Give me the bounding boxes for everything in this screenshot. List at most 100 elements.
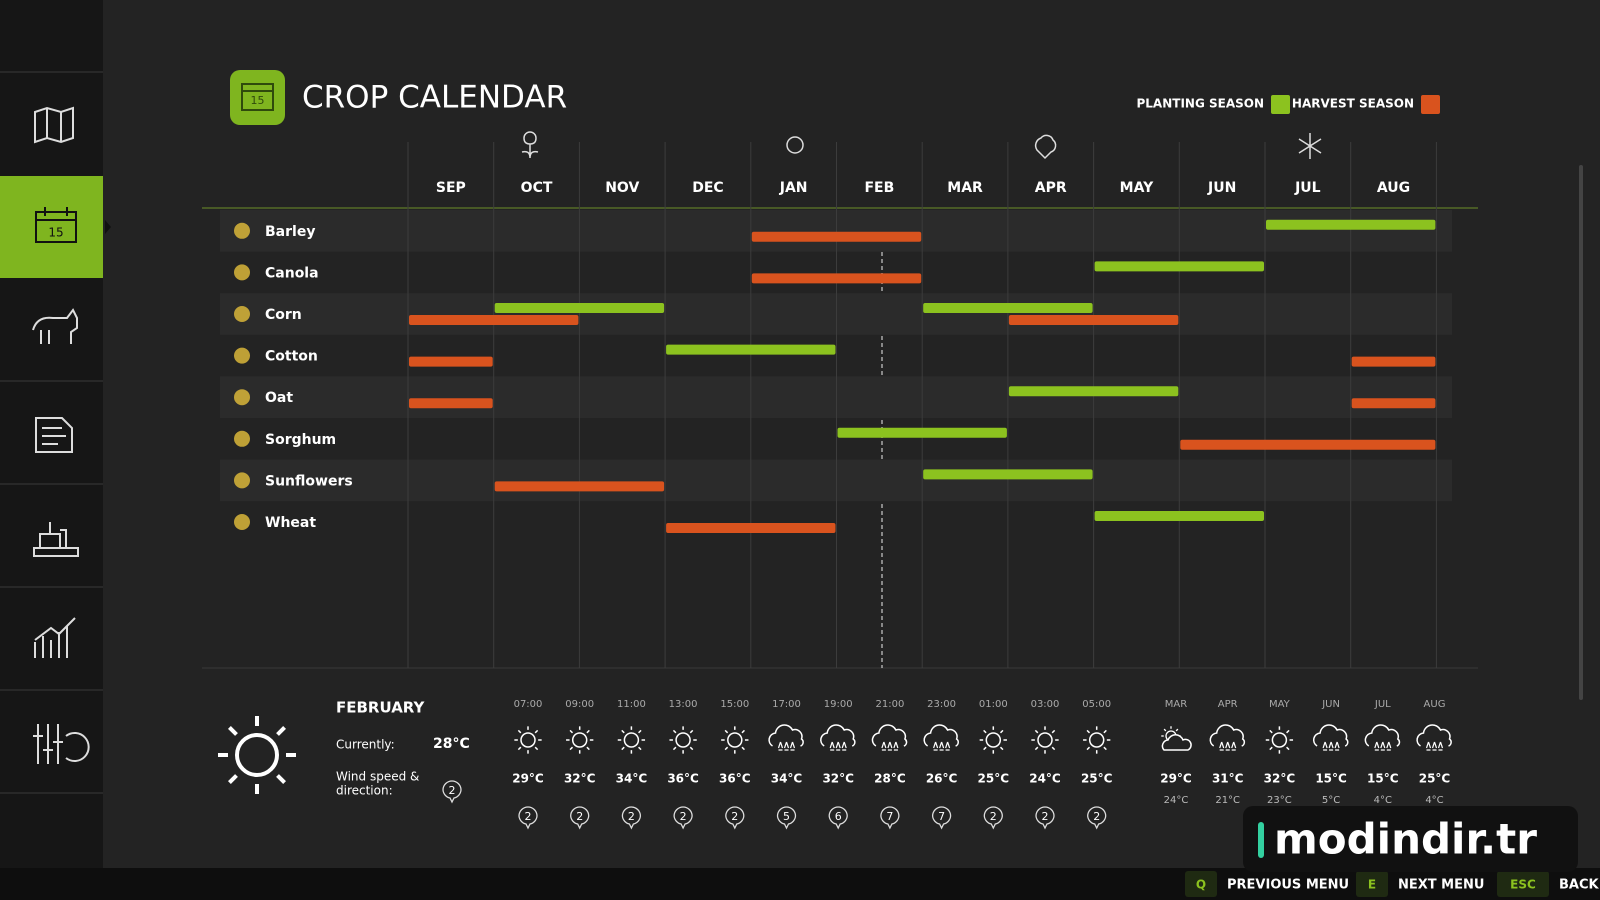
rain-drop xyxy=(1231,741,1237,751)
forecast-month: MAR xyxy=(1165,699,1187,710)
rain-drop xyxy=(1425,741,1432,751)
sun-ray xyxy=(1286,746,1290,751)
hour-temp: 34°C xyxy=(616,772,648,786)
sun-ray xyxy=(534,746,539,751)
hour-temp: 25°C xyxy=(978,772,1010,786)
cloud-icon xyxy=(820,724,856,747)
wind-marker xyxy=(673,806,693,830)
hour-temp: 32°C xyxy=(822,772,854,786)
sun-ray xyxy=(689,746,694,751)
spring-icon xyxy=(521,131,539,159)
sun-ray xyxy=(586,746,590,751)
sun-ray xyxy=(724,746,729,751)
hour-label: 01:00 xyxy=(979,699,1008,710)
rain-drop xyxy=(841,741,847,751)
scrollbar[interactable] xyxy=(1579,165,1583,700)
title-icon-text: 15 xyxy=(251,94,265,107)
sidebar-active[interactable] xyxy=(0,176,103,278)
wind-marker xyxy=(828,806,848,830)
month-label: DEC xyxy=(692,180,723,196)
sun-ray xyxy=(1051,746,1056,751)
calendar: PLANTING SEASON HARVEST SEASON Barley Canol… xyxy=(220,95,1452,668)
rain-drop xyxy=(887,741,893,751)
hour-temp: 32°C xyxy=(564,772,596,786)
animals-icon[interactable] xyxy=(32,308,78,344)
hour-label: 07:00 xyxy=(514,699,543,710)
hour-label: 11:00 xyxy=(617,699,646,710)
production-icon[interactable] xyxy=(33,522,79,557)
key-box xyxy=(1185,871,1217,897)
planting-bar xyxy=(494,303,665,313)
harvest-bar xyxy=(751,231,922,242)
season-icons xyxy=(521,131,1322,160)
footer-button[interactable]: Q PREVIOUS MENU xyxy=(1185,871,1349,897)
wind-label: direction: xyxy=(336,784,393,798)
crop-name: Canola xyxy=(265,265,319,281)
harvest-bar xyxy=(409,315,579,325)
cloud-icon xyxy=(1209,724,1246,747)
footer-bar xyxy=(0,868,1600,900)
wind-marker xyxy=(518,806,538,830)
wind-label: Wind speed & xyxy=(336,770,419,784)
watermark-box xyxy=(1243,806,1578,872)
settings-icon[interactable] xyxy=(33,724,90,764)
month-label: MAR xyxy=(947,180,983,196)
cloud-icon xyxy=(1364,724,1401,747)
crop-name: Cotton xyxy=(265,349,318,365)
sun-ray xyxy=(999,729,1004,734)
wind-speed: 2 xyxy=(525,810,532,823)
hour-temp: 36°C xyxy=(719,772,751,786)
sun-ray xyxy=(1103,729,1107,734)
wind-speed: 6 xyxy=(835,810,842,823)
wind-marker xyxy=(442,780,462,804)
rain-drop xyxy=(939,741,945,751)
key-box xyxy=(1356,871,1388,897)
map-icon[interactable] xyxy=(34,106,74,144)
crop-icon xyxy=(234,472,250,489)
forecast-high: 25°C xyxy=(1419,772,1451,786)
harvest-bar xyxy=(494,481,665,492)
calendar-icon[interactable] xyxy=(35,207,77,243)
rain-drop xyxy=(829,741,835,751)
sun-icon xyxy=(1037,732,1053,748)
forecast-month: JUL xyxy=(1374,699,1391,710)
sun-ray xyxy=(983,746,987,751)
current-temp: 28°C xyxy=(433,736,470,752)
sun-ray xyxy=(276,774,286,784)
sidebar xyxy=(0,0,103,868)
hour-temp: 25°C xyxy=(1081,772,1113,786)
footer-button[interactable]: E NEXT MENU xyxy=(1356,871,1484,897)
crop-icon xyxy=(234,347,250,364)
planting-bar xyxy=(923,469,1093,480)
wind-marker xyxy=(880,806,900,830)
weather-month: FEBRUARY xyxy=(336,699,426,717)
crop-icon xyxy=(234,264,250,281)
harvest-bar xyxy=(1180,439,1436,450)
footer: Q PREVIOUS MENU E NEXT MENU ESC BACK xyxy=(1185,871,1600,897)
stats-icon[interactable] xyxy=(34,617,76,658)
wind-speed: 2 xyxy=(731,810,738,823)
footer-button[interactable]: ESC BACK xyxy=(1497,871,1600,897)
forecast-month: APR xyxy=(1218,699,1238,710)
sun-ray xyxy=(1269,746,1273,751)
legend-label: HARVEST SEASON xyxy=(1292,97,1414,111)
forecast-high: 15°C xyxy=(1315,772,1347,786)
month-label: OCT xyxy=(521,180,553,196)
watermark-bar xyxy=(1258,822,1264,858)
key-label: E xyxy=(1368,878,1376,892)
sun-ray xyxy=(1103,746,1107,751)
rain-drop xyxy=(933,741,939,751)
sun-ray xyxy=(741,746,745,751)
sun-icon xyxy=(727,732,743,748)
hour-temp: 28°C xyxy=(874,772,906,786)
watermark: modindir.tr xyxy=(1274,815,1537,864)
rain-drop xyxy=(1431,741,1438,751)
contracts-icon[interactable] xyxy=(35,417,73,453)
sun-ray xyxy=(228,774,238,784)
cloud-icon xyxy=(871,724,908,747)
sun-ray xyxy=(228,726,238,736)
rain-drop xyxy=(783,741,790,751)
key-label: ESC xyxy=(1510,878,1536,892)
